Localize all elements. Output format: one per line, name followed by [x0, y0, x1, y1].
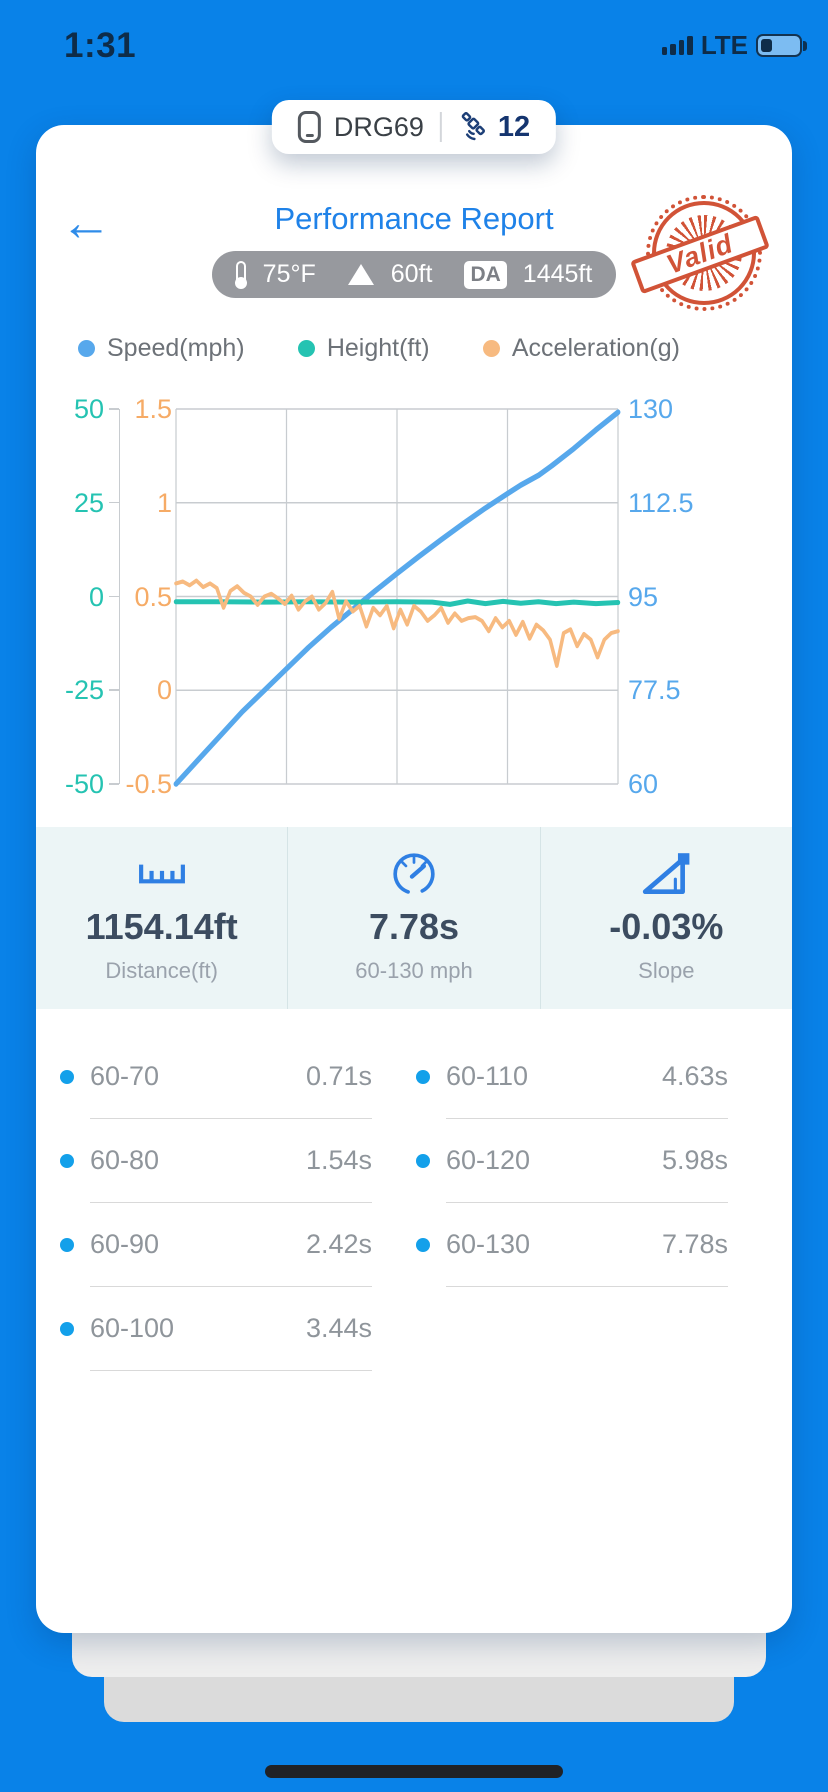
height-axis-line: [108, 408, 120, 785]
split-time: 3.44s: [305, 1313, 372, 1343]
temperature-icon: [235, 261, 246, 288]
speedometer-icon: [391, 852, 437, 896]
stat-slope: -0.03% Slope: [539, 827, 792, 1009]
stat-time: 7.78s 60-130 mph: [287, 827, 539, 1009]
split-time: 7.78s: [661, 1229, 728, 1259]
split-range: 60-70: [90, 1061, 160, 1091]
distance-label: Distance(ft): [105, 958, 218, 983]
conditions-pill: 75°F 60ft DA 1445ft: [211, 251, 617, 298]
distance-value: 1154.14ft: [85, 906, 238, 947]
legend-dot-icon: [78, 340, 95, 357]
bullet-dot-icon: [60, 1322, 74, 1336]
bullet-dot-icon: [60, 1070, 74, 1084]
legend-item-2: Acceleration(g): [482, 334, 680, 363]
legend-label: Acceleration(g): [511, 334, 680, 362]
split-row: 60-100 3.44s: [60, 1313, 372, 1371]
stat-distance: 1154.14ft Distance(ft): [36, 827, 287, 1009]
satellite-icon: [461, 111, 486, 140]
summary-stats: 1154.14ft Distance(ft) 7.78s 60-130 mph: [36, 827, 792, 1009]
split-time: 1.54s: [305, 1145, 372, 1175]
bullet-dot-icon: [416, 1070, 430, 1084]
split-row: 60-70 0.71s: [60, 1061, 372, 1119]
axis-tick-label: 77.5: [628, 675, 681, 706]
valid-stamp: Valid: [630, 195, 770, 311]
axis-tick-label: 95: [628, 581, 659, 612]
phone-icon: [297, 111, 321, 143]
axis-tick-label: 0: [156, 675, 172, 706]
bullet-dot-icon: [416, 1238, 430, 1252]
split-time: 0.71s: [305, 1061, 372, 1091]
satellite-count: 12: [497, 110, 531, 143]
legend-dot-icon: [482, 340, 500, 357]
axis-tick-label: 50: [73, 394, 104, 424]
density-altitude-badge: DA: [464, 260, 507, 289]
legend-dot-icon: [297, 340, 315, 357]
legend-label: Height(ft): [326, 334, 430, 362]
split-range: 60-90: [90, 1229, 160, 1259]
height-axis-labels: 50 25 0 -25 -50: [62, 394, 108, 799]
pill-divider: [439, 112, 442, 142]
axis-tick-label: 1: [156, 487, 172, 518]
axis-tick-label: 130: [628, 394, 674, 424]
split-time: 4.63s: [661, 1061, 728, 1091]
axis-tick-label: 0: [88, 581, 104, 612]
report-card: ← Performance Report 75°F 60ft DA 1445ft…: [36, 125, 792, 1633]
time-value: 7.78s: [368, 906, 460, 947]
ruler-icon: [138, 852, 186, 896]
device-name: DRG69: [333, 111, 424, 142]
split-row: 60-80 1.54s: [60, 1145, 372, 1203]
density-altitude-value: 1445ft: [522, 260, 593, 288]
split-time: 5.98s: [661, 1145, 728, 1175]
slope-icon: [640, 852, 692, 896]
temperature-value: 75°F: [262, 260, 316, 288]
slope-label: Slope: [638, 958, 695, 983]
altitude-icon: [347, 264, 374, 285]
split-row: 60-120 5.98s: [416, 1145, 728, 1203]
split-range: 60-110: [446, 1061, 529, 1091]
time-label: 60-130 mph: [355, 958, 473, 983]
bullet-dot-icon: [60, 1154, 74, 1168]
speed-splits-list: 60-70 0.71s 60-80 1.54s 60-90 2.42s 60-1…: [36, 1035, 792, 1371]
split-row: 60-110 4.63s: [416, 1061, 728, 1119]
axis-tick-label: -50: [64, 769, 104, 799]
axis-tick-label: 1.5: [134, 394, 172, 424]
acceleration-axis-labels: 1.5 1 0.5 0 -0.5: [120, 394, 176, 799]
axis-tick-label: 25: [73, 487, 104, 518]
bullet-dot-icon: [60, 1238, 74, 1252]
split-row: 60-130 7.78s: [416, 1229, 728, 1287]
axis-tick-label: -25: [64, 675, 104, 706]
performance-chart: 50 25 0 -25 -50 1.5 1 0.5 0 -0.5 130 112.5 95 77.5 6…: [36, 387, 792, 799]
split-row: 60-90 2.42s: [60, 1229, 372, 1287]
split-range: 60-130: [446, 1229, 531, 1259]
legend-item-1: Height(ft): [297, 334, 430, 363]
status-time: 1:31: [64, 26, 137, 65]
status-icons: LTE: [661, 30, 807, 61]
chart-plot-area: [173, 408, 621, 787]
axis-tick-label: 60: [628, 769, 659, 799]
battery-icon: [756, 34, 807, 57]
axis-tick-label: 112.5: [628, 487, 694, 518]
page-title: Performance Report: [274, 201, 554, 236]
network-type-label: LTE: [700, 30, 748, 60]
home-indicator[interactable]: [265, 1765, 563, 1778]
report-header: ← Performance Report 75°F 60ft DA 1445ft…: [36, 195, 792, 311]
split-range: 60-100: [90, 1313, 175, 1343]
back-button[interactable]: ←: [60, 194, 112, 252]
legend-item-0: Speed(mph): [78, 334, 245, 363]
speed-axis-labels: 130 112.5 95 77.5 60: [618, 394, 708, 799]
split-range: 60-80: [90, 1145, 160, 1175]
axis-tick-label: 0.5: [134, 581, 172, 612]
chart-legend: Speed(mph) Height(ft) Acceleration(g): [36, 334, 792, 363]
device-status-pill[interactable]: DRG69 12: [271, 100, 557, 154]
slope-value: -0.03%: [609, 906, 724, 947]
altitude-value: 60ft: [390, 260, 433, 288]
legend-label: Speed(mph): [107, 334, 245, 362]
axis-tick-label: -0.5: [125, 769, 172, 799]
bullet-dot-icon: [416, 1154, 430, 1168]
split-time: 2.42s: [305, 1229, 372, 1259]
signal-strength-icon: [661, 36, 693, 55]
split-range: 60-120: [446, 1145, 531, 1175]
